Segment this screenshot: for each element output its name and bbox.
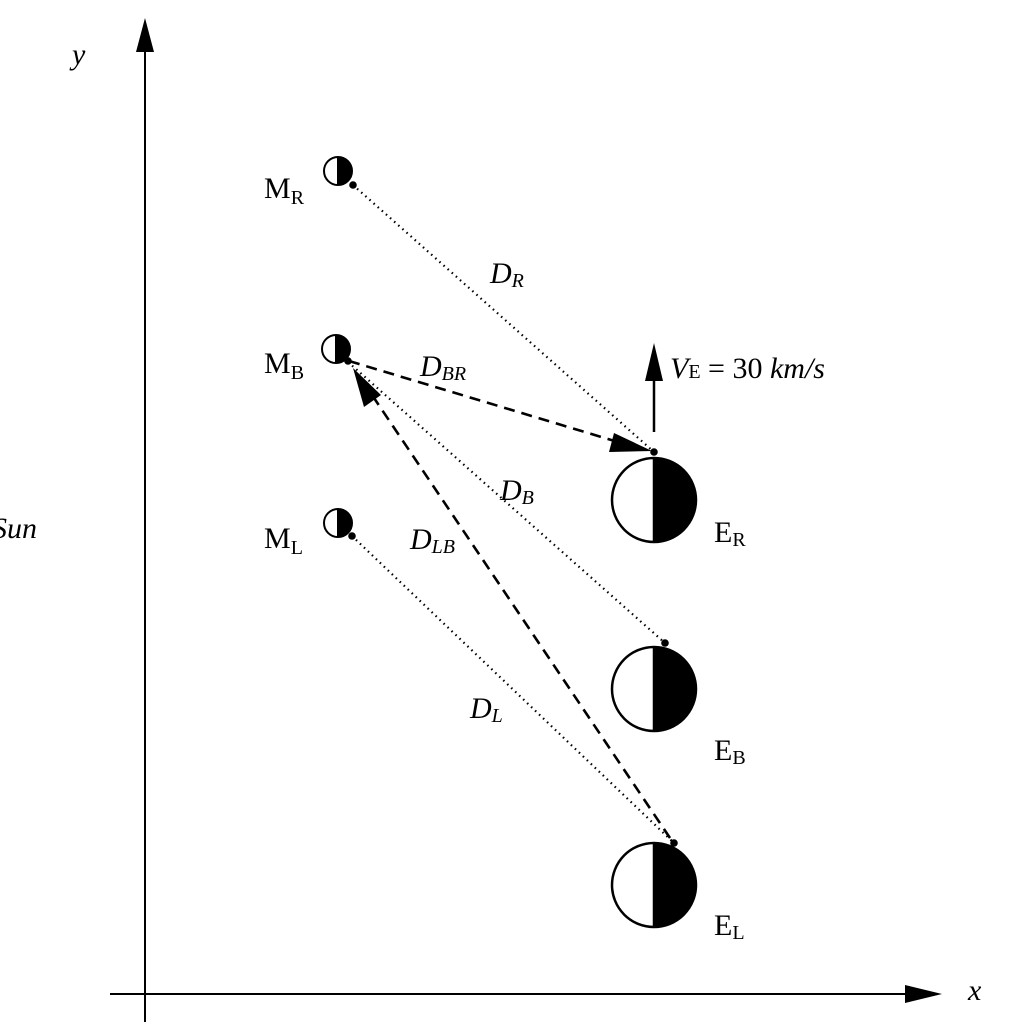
axes: y x xyxy=(69,18,982,1022)
earth-ER xyxy=(610,456,698,544)
distance-label-DB: DB xyxy=(499,474,534,509)
y-axis-label: y xyxy=(69,38,86,71)
earth-EL xyxy=(610,841,698,929)
arrowhead-DLB xyxy=(353,368,381,407)
path-DBR xyxy=(348,359,619,444)
moon-ML xyxy=(323,508,353,538)
path-DLB xyxy=(370,394,672,839)
distance-label-DR: DR xyxy=(489,257,524,292)
moon-label-ML: ML xyxy=(264,522,303,559)
distance-line-DB xyxy=(347,361,666,644)
y-axis-arrowhead xyxy=(136,18,154,52)
x-axis-arrowhead xyxy=(905,985,942,1003)
velocity-label: VE = 30 km/s xyxy=(670,352,825,385)
moon-label-MR: MR xyxy=(264,172,305,209)
dot-EB xyxy=(661,639,669,647)
earth-label-EL: EL xyxy=(714,909,745,944)
distance-label-DLB: DLB xyxy=(409,523,455,558)
arrowhead-DBR xyxy=(609,433,652,452)
dot-MR xyxy=(349,181,357,189)
earth-label-EB: EB xyxy=(714,734,746,769)
moon-label-MB: MB xyxy=(264,347,304,384)
moon-MR xyxy=(323,156,353,186)
earth-EB xyxy=(610,645,698,733)
velocity-arrow xyxy=(645,343,663,432)
dot-ML xyxy=(348,532,356,540)
dashed-light-paths xyxy=(348,359,672,839)
x-axis-label: x xyxy=(967,974,982,1007)
moon-MB xyxy=(321,334,351,364)
dot-EL xyxy=(670,839,678,847)
earth-label-ER: ER xyxy=(714,516,746,551)
sun-label: Sun xyxy=(0,512,37,545)
distance-label-DBR: DBR xyxy=(419,350,466,385)
dot-ER xyxy=(650,448,658,456)
distance-line-DR xyxy=(352,184,655,453)
distance-label-DL: DL xyxy=(469,692,503,727)
dotted-distance-lines xyxy=(347,184,675,844)
